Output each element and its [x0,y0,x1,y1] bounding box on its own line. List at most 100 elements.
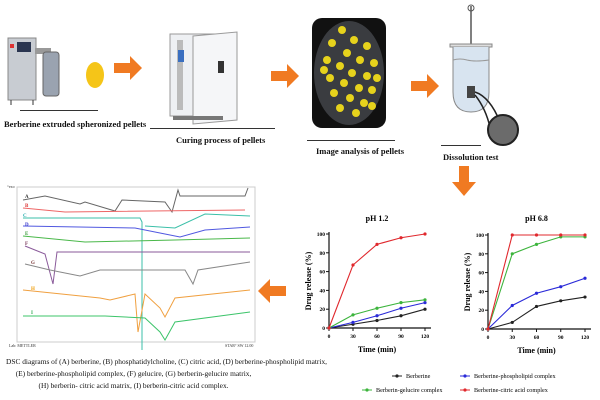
dsc-curve-label: G [31,261,35,266]
pellet [340,79,348,87]
data-point [559,285,563,289]
data-point [375,242,379,246]
x-axis-label: Time (min) [517,346,556,355]
y-tick-label: 60 [479,271,485,277]
dsc-curve-label: D [25,223,29,228]
data-point [510,252,514,256]
legend-label: Berberin-gelucire complex [376,387,443,394]
y-tick-label: 0 [322,326,325,332]
data-point [583,276,587,280]
data-point [375,306,379,310]
data-point [510,303,514,308]
dsc-curve-label: F [25,242,28,247]
dsc-curve-label: A [25,195,29,200]
x-tick-label: 60 [534,335,540,341]
step-label-extrusion: Berberine extruded spheronized pellets [4,119,147,129]
pellet [350,36,358,44]
data-point [423,307,427,311]
pellet [343,49,351,57]
dsc-curve-f [24,245,250,285]
dsc-curve-label: E [25,232,29,237]
y-tick-label: 80 [320,251,326,257]
dsc-caption-line-2: (E) berberine-phospholipid complex, (F) … [15,369,252,378]
pellet [355,84,363,92]
data-point [583,295,587,299]
dsc-footer-right: STAR° SW 12.00 [225,343,253,348]
dsc-caption-line-3: (H) berberin- citric acid matrix, (I) be… [38,381,229,390]
x-tick-label: 60 [374,334,380,340]
chart-title: pH 1.2 [366,214,389,223]
pellet [323,56,331,64]
pellet [338,26,346,34]
pellet-image-analysis-image [312,18,386,128]
data-point [351,320,355,324]
x-tick-label: 30 [350,334,356,340]
pellet [330,89,338,97]
dsc-curve-a [22,187,249,214]
data-point [375,314,379,318]
step-label-dissolution: Dissolution test [443,152,499,162]
dissolution-apparatus-image [449,4,519,146]
legend-marker [365,388,369,392]
dsc-curve-label: B [25,204,29,209]
data-point [534,233,539,237]
dsc-curve-d [22,225,251,238]
data-point [510,320,514,325]
data-point [559,233,563,237]
legend-marker [463,388,467,392]
y-axis-label: Drug release (%) [463,252,472,311]
data-point [399,236,403,240]
y-tick-label: 40 [320,288,326,294]
pellet [352,109,360,117]
x-axis-label: Time (min) [358,345,397,354]
x-tick-label: 0 [487,335,490,341]
data-point [399,306,403,310]
data-point [399,314,403,318]
chart-title: pH 6.8 [525,214,548,223]
dsc-caption-line-1: DSC diagrams of (A) berberine, (B) phosp… [6,357,327,366]
legend-marker [463,374,467,378]
extruder-machine-image [7,37,104,105]
pellet [336,62,344,70]
legend-label: Berberine-phospholipid complex [474,373,557,380]
legend-marker [395,374,399,378]
pellet [373,74,381,82]
pellet-icon [86,62,104,88]
arrow-right-icon [411,74,439,98]
y-tick-label: 40 [479,289,485,295]
y-tick-label: 0 [481,327,484,333]
step-label-image-analysis: Image analysis of pellets [316,146,405,156]
arrow-down-icon [452,166,476,196]
data-point [327,326,331,330]
y-axis-label: Drug release (%) [304,251,313,310]
drug-release-charts: pH 1.2 0 30 60 90 120 0 20 40 60 80 100 Time (min) Dr… [304,214,591,394]
arrow-left-icon [258,279,286,303]
legend-label: Berberine-citric acid complex [474,387,549,394]
dsc-curve-h [22,289,251,333]
y-tick-label: 20 [479,308,485,314]
y-tick-label: 100 [317,232,326,238]
data-point [534,291,539,295]
data-point [486,327,490,331]
series-line [487,296,586,330]
y-tick-label: 80 [479,252,485,258]
data-point [534,242,539,246]
curing-oven-image [169,31,238,125]
dsc-curve-label: C [23,214,27,219]
data-point [423,298,427,302]
pellet [356,56,364,64]
data-point [375,318,379,323]
pellet [363,72,371,80]
legend-label: Berberine [406,373,431,380]
pellet [326,74,334,82]
y-tick-label: 60 [320,270,326,276]
dsc-curve-label: I [31,311,33,316]
arrow-right-icon [114,56,142,80]
series-line [328,233,426,329]
data-point [423,301,427,305]
x-tick-label: 90 [398,334,404,340]
release-chart-ph-1-2: pH 1.2 0 30 60 90 120 0 20 40 60 80 100 Time (min) Dr… [304,214,431,354]
data-point [534,304,539,309]
